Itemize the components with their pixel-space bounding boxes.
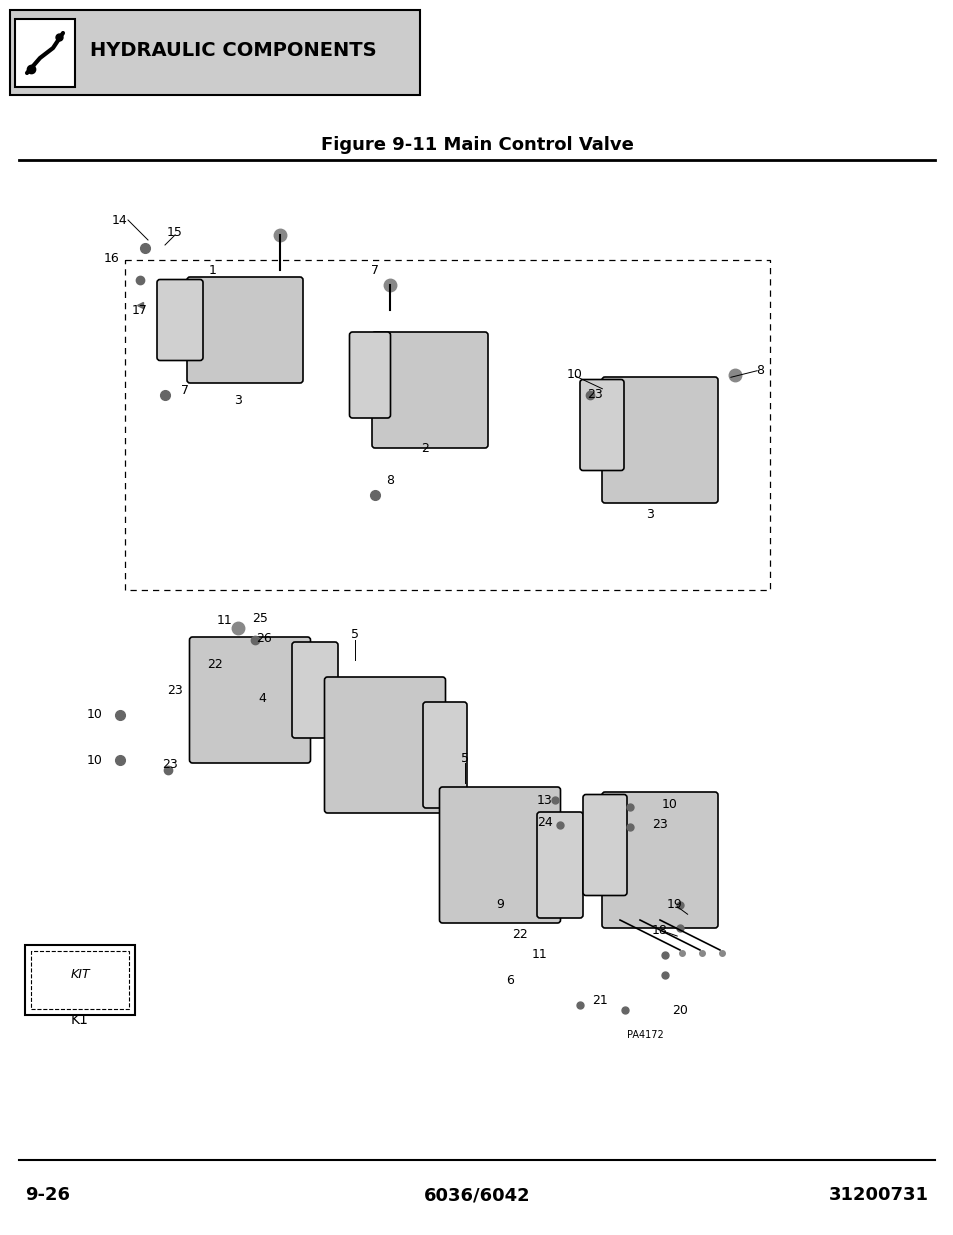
Text: 5: 5 bbox=[351, 629, 358, 641]
Text: 25: 25 bbox=[252, 611, 268, 625]
Text: 24: 24 bbox=[537, 816, 553, 830]
Text: 8: 8 bbox=[386, 473, 394, 487]
Text: 2: 2 bbox=[420, 441, 429, 454]
Text: 13: 13 bbox=[537, 794, 553, 806]
Text: 21: 21 bbox=[592, 993, 607, 1007]
Text: 5: 5 bbox=[460, 752, 469, 764]
FancyBboxPatch shape bbox=[601, 792, 718, 927]
Text: 11: 11 bbox=[532, 948, 547, 962]
Text: 7: 7 bbox=[181, 384, 189, 396]
Text: 10: 10 bbox=[566, 368, 582, 382]
Text: 10: 10 bbox=[87, 709, 103, 721]
Text: Figure 9-11 Main Control Valve: Figure 9-11 Main Control Valve bbox=[320, 136, 633, 154]
Text: 4: 4 bbox=[258, 692, 266, 704]
Text: 23: 23 bbox=[162, 758, 177, 772]
Text: K1: K1 bbox=[71, 1013, 89, 1028]
Text: 1: 1 bbox=[209, 263, 216, 277]
FancyBboxPatch shape bbox=[601, 377, 718, 503]
FancyBboxPatch shape bbox=[537, 811, 582, 918]
Text: 9: 9 bbox=[496, 899, 503, 911]
Text: 11: 11 bbox=[217, 614, 233, 626]
Text: 23: 23 bbox=[586, 389, 602, 401]
Text: 9-26: 9-26 bbox=[25, 1186, 70, 1204]
Text: HYDRAULIC COMPONENTS: HYDRAULIC COMPONENTS bbox=[90, 41, 376, 59]
Text: 3: 3 bbox=[233, 394, 242, 406]
Text: 10: 10 bbox=[87, 753, 103, 767]
Bar bbox=[10, 10, 419, 95]
FancyBboxPatch shape bbox=[190, 637, 310, 763]
FancyBboxPatch shape bbox=[349, 332, 390, 417]
Text: 14: 14 bbox=[112, 214, 128, 226]
Text: 31200731: 31200731 bbox=[828, 1186, 928, 1204]
Text: 18: 18 bbox=[652, 924, 667, 936]
Text: PA4172: PA4172 bbox=[626, 1030, 662, 1040]
Text: 22: 22 bbox=[207, 658, 223, 672]
FancyBboxPatch shape bbox=[372, 332, 488, 448]
FancyBboxPatch shape bbox=[422, 701, 467, 808]
Text: 23: 23 bbox=[167, 683, 183, 697]
Text: 16: 16 bbox=[104, 252, 120, 264]
Text: 23: 23 bbox=[652, 819, 667, 831]
FancyBboxPatch shape bbox=[187, 277, 303, 383]
Text: 20: 20 bbox=[671, 1004, 687, 1016]
Text: 3: 3 bbox=[645, 509, 653, 521]
FancyBboxPatch shape bbox=[324, 677, 445, 813]
Text: 7: 7 bbox=[371, 263, 378, 277]
Text: 6036/6042: 6036/6042 bbox=[423, 1186, 530, 1204]
Text: 26: 26 bbox=[255, 631, 272, 645]
FancyBboxPatch shape bbox=[582, 794, 626, 895]
FancyBboxPatch shape bbox=[157, 279, 203, 361]
Text: KIT: KIT bbox=[71, 968, 90, 982]
FancyBboxPatch shape bbox=[579, 379, 623, 471]
FancyBboxPatch shape bbox=[439, 787, 560, 923]
Text: 10: 10 bbox=[661, 799, 678, 811]
FancyBboxPatch shape bbox=[292, 642, 337, 739]
Text: 6: 6 bbox=[505, 973, 514, 987]
Text: 15: 15 bbox=[167, 226, 183, 238]
Text: 8: 8 bbox=[755, 363, 763, 377]
Bar bbox=[15, 19, 75, 86]
Text: 17: 17 bbox=[132, 304, 148, 316]
Text: 22: 22 bbox=[512, 929, 527, 941]
Bar bbox=[25, 945, 135, 1015]
Text: 19: 19 bbox=[666, 899, 682, 911]
Bar bbox=[30, 951, 129, 1009]
